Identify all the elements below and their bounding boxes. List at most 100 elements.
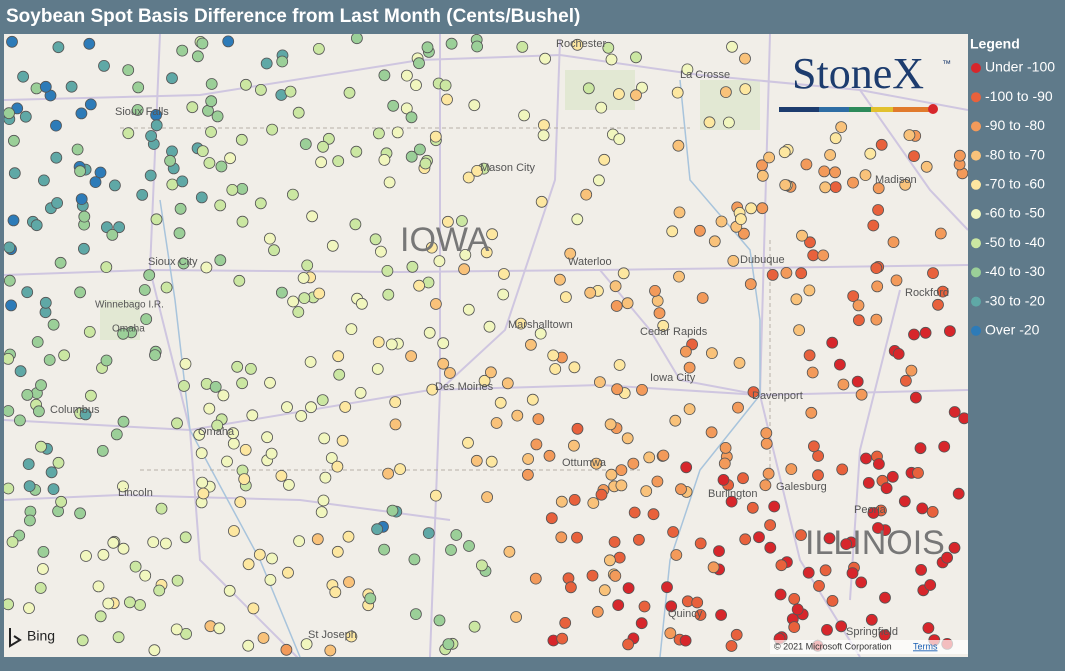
- site-marker[interactable]: [345, 630, 358, 643]
- site-marker[interactable]: [429, 298, 442, 310]
- site-marker[interactable]: [236, 182, 249, 195]
- site-marker[interactable]: [503, 545, 516, 558]
- site-marker[interactable]: [65, 80, 78, 93]
- site-marker[interactable]: [450, 529, 463, 541]
- site-marker[interactable]: [958, 412, 970, 425]
- site-marker[interactable]: [855, 388, 868, 401]
- site-marker[interactable]: [819, 181, 832, 194]
- site-marker[interactable]: [107, 536, 120, 549]
- site-marker[interactable]: [331, 545, 344, 558]
- site-marker[interactable]: [236, 377, 249, 390]
- site-marker[interactable]: [705, 426, 718, 439]
- site-marker[interactable]: [342, 530, 355, 543]
- site-marker[interactable]: [879, 591, 891, 604]
- site-marker[interactable]: [468, 620, 481, 633]
- site-marker[interactable]: [899, 178, 912, 191]
- site-marker[interactable]: [954, 149, 966, 162]
- site-marker[interactable]: [802, 566, 815, 579]
- site-marker[interactable]: [628, 506, 641, 519]
- site-marker[interactable]: [4, 274, 16, 287]
- site-marker[interactable]: [545, 512, 558, 525]
- site-marker[interactable]: [905, 364, 918, 377]
- site-marker[interactable]: [738, 227, 750, 240]
- site-marker[interactable]: [582, 82, 595, 95]
- site-marker[interactable]: [443, 367, 456, 379]
- site-marker[interactable]: [147, 536, 160, 548]
- site-marker[interactable]: [98, 60, 110, 72]
- site-marker[interactable]: [852, 299, 865, 312]
- site-marker[interactable]: [253, 548, 266, 561]
- site-marker[interactable]: [791, 603, 804, 616]
- site-marker[interactable]: [389, 396, 402, 409]
- site-marker[interactable]: [23, 480, 36, 493]
- site-marker[interactable]: [354, 386, 367, 399]
- site-marker[interactable]: [100, 354, 113, 367]
- site-marker[interactable]: [153, 584, 166, 597]
- site-marker[interactable]: [720, 86, 732, 98]
- site-marker[interactable]: [812, 469, 824, 482]
- site-marker[interactable]: [150, 213, 163, 226]
- site-marker[interactable]: [306, 210, 319, 223]
- site-marker[interactable]: [459, 248, 472, 261]
- site-marker[interactable]: [739, 52, 751, 65]
- site-marker[interactable]: [215, 160, 228, 173]
- site-marker[interactable]: [649, 284, 661, 297]
- site-marker[interactable]: [94, 166, 107, 179]
- site-marker[interactable]: [263, 232, 276, 245]
- site-marker[interactable]: [807, 249, 820, 262]
- site-marker[interactable]: [266, 123, 279, 136]
- site-marker[interactable]: [696, 292, 709, 304]
- site-marker[interactable]: [640, 485, 653, 498]
- site-marker[interactable]: [694, 609, 707, 621]
- site-marker[interactable]: [343, 86, 356, 99]
- site-marker[interactable]: [647, 508, 660, 521]
- site-marker[interactable]: [865, 613, 878, 626]
- site-marker[interactable]: [611, 383, 623, 396]
- site-marker[interactable]: [79, 408, 92, 421]
- site-marker[interactable]: [174, 202, 187, 215]
- site-marker[interactable]: [936, 285, 949, 298]
- site-marker[interactable]: [30, 219, 43, 232]
- site-marker[interactable]: [851, 375, 864, 388]
- site-marker[interactable]: [788, 593, 801, 605]
- site-marker[interactable]: [343, 576, 355, 588]
- site-marker[interactable]: [143, 269, 156, 282]
- site-marker[interactable]: [565, 581, 577, 594]
- site-marker[interactable]: [329, 586, 342, 599]
- site-marker[interactable]: [753, 531, 765, 544]
- site-marker[interactable]: [764, 541, 777, 554]
- site-marker[interactable]: [171, 574, 184, 587]
- site-marker[interactable]: [871, 280, 884, 293]
- site-marker[interactable]: [532, 413, 545, 426]
- site-marker[interactable]: [242, 639, 255, 652]
- site-marker[interactable]: [386, 504, 399, 517]
- site-marker[interactable]: [336, 434, 349, 447]
- site-marker[interactable]: [400, 69, 413, 82]
- site-marker[interactable]: [604, 418, 617, 431]
- site-marker[interactable]: [922, 622, 935, 634]
- site-marker[interactable]: [915, 564, 927, 576]
- site-marker[interactable]: [681, 63, 694, 76]
- site-marker[interactable]: [129, 560, 142, 573]
- site-marker[interactable]: [638, 600, 651, 613]
- site-marker[interactable]: [17, 70, 30, 83]
- site-marker[interactable]: [394, 463, 407, 476]
- site-marker[interactable]: [669, 414, 682, 427]
- legend-label[interactable]: -80 to -70: [985, 146, 1045, 162]
- site-marker[interactable]: [92, 580, 105, 593]
- site-marker[interactable]: [756, 169, 769, 182]
- site-marker[interactable]: [615, 464, 628, 477]
- site-marker[interactable]: [730, 628, 743, 641]
- site-marker[interactable]: [890, 274, 903, 287]
- site-marker[interactable]: [54, 256, 67, 269]
- site-marker[interactable]: [680, 345, 692, 358]
- site-marker[interactable]: [803, 349, 816, 362]
- site-marker[interactable]: [313, 287, 326, 300]
- site-marker[interactable]: [345, 323, 358, 336]
- site-marker[interactable]: [324, 644, 337, 657]
- site-marker[interactable]: [526, 393, 539, 406]
- site-marker[interactable]: [898, 495, 911, 508]
- site-marker[interactable]: [391, 126, 404, 139]
- site-marker[interactable]: [745, 202, 757, 215]
- site-marker[interactable]: [405, 350, 418, 363]
